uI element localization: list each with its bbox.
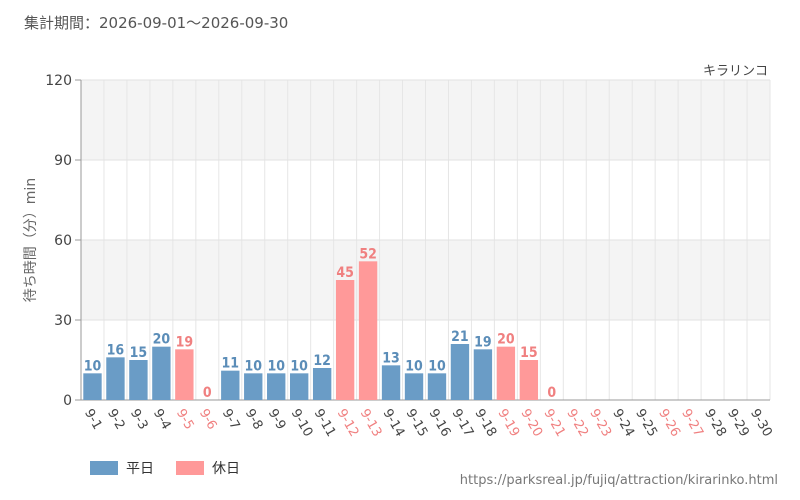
bar: [175, 349, 194, 400]
x-tick-label: 9-2: [104, 407, 128, 433]
bar-value-label: 12: [313, 353, 331, 369]
legend-swatch-holiday: [176, 461, 204, 475]
x-tick-label: 9-15: [403, 407, 431, 440]
bar-value-label: 15: [130, 345, 148, 361]
bar-value-label: 10: [290, 358, 308, 374]
bar: [473, 349, 493, 400]
legend-swatch-weekday: [90, 461, 118, 475]
bar-value-label: 20: [497, 332, 515, 348]
x-tick-label: 9-6: [196, 407, 220, 433]
bar: [289, 373, 309, 400]
x-tick-label: 9-16: [426, 407, 454, 440]
x-tick-label: 9-10: [288, 407, 316, 440]
x-tick-label: 9-28: [701, 407, 729, 440]
x-tick-label: 9-14: [380, 407, 408, 440]
x-tick-label: 9-29: [724, 407, 752, 440]
x-tick-label: 9-26: [655, 407, 683, 440]
x-tick-label: 9-9: [265, 407, 289, 433]
bar: [312, 368, 332, 400]
x-tick-label: 9-5: [173, 407, 197, 433]
bar-value-label: 0: [547, 385, 556, 401]
bar-value-label: 10: [84, 358, 102, 374]
bar: [358, 261, 378, 400]
y-tick-label: 30: [54, 313, 72, 329]
legend-item-weekday: 平日: [90, 458, 154, 478]
y-tick-label: 60: [54, 233, 72, 249]
bar: [152, 346, 171, 400]
y-tick-label: 0: [63, 393, 72, 409]
x-tick-label: 9-30: [747, 407, 775, 440]
source-url: https://parksreal.jp/fujiq/attraction/ki…: [459, 473, 778, 488]
x-tick-label: 9-24: [609, 407, 637, 440]
bar-value-label: 15: [520, 345, 538, 361]
bar: [335, 280, 355, 400]
chart-title: キラリンコ: [702, 64, 768, 79]
y-tick-label: 90: [54, 153, 72, 169]
bar-value-label: 16: [107, 342, 125, 358]
bar-value-label: 10: [267, 358, 285, 374]
bar-value-label: 19: [474, 334, 492, 350]
x-tick-label: 9-3: [127, 407, 151, 433]
x-tick-label: 9-20: [517, 407, 545, 440]
x-tick-label: 9-17: [448, 407, 476, 440]
bar: [244, 373, 263, 400]
bar-value-label: 13: [382, 350, 400, 366]
bar-value-label: 45: [336, 265, 354, 281]
bar-value-label: 19: [176, 334, 194, 350]
legend: 平日 休日: [90, 458, 240, 478]
bar: [450, 344, 470, 400]
x-tick-label: 9-19: [494, 407, 522, 440]
bar-value-label: 10: [405, 358, 423, 374]
x-tick-label: 9-25: [632, 407, 660, 440]
x-tick-label: 9-12: [334, 407, 362, 440]
bar: [519, 360, 539, 400]
legend-label-weekday: 平日: [126, 461, 154, 477]
bar: [129, 360, 148, 400]
bar: [381, 365, 401, 400]
x-tick-label: 9-18: [471, 407, 499, 440]
y-tick-label: 120: [45, 73, 72, 89]
x-tick-label: 9-22: [563, 407, 591, 440]
x-tick-label: 9-13: [357, 407, 385, 440]
bar-value-label: 10: [428, 358, 446, 374]
x-tick-label: 9-7: [219, 407, 243, 433]
legend-item-holiday: 休日: [176, 458, 240, 478]
bar: [221, 370, 240, 400]
bar-value-label: 52: [359, 246, 377, 262]
bar-value-label: 21: [451, 329, 469, 345]
bar: [427, 373, 447, 400]
legend-label-holiday: 休日: [212, 461, 240, 477]
x-tick-label: 9-1: [81, 407, 105, 433]
bar: [404, 373, 424, 400]
x-tick-label: 9-4: [150, 407, 174, 433]
bar-value-label: 20: [153, 332, 171, 348]
bar: [267, 373, 286, 400]
bar: [106, 357, 125, 400]
x-tick-label: 9-23: [586, 407, 614, 440]
bar: [496, 346, 516, 400]
bar-value-label: 0: [203, 385, 212, 401]
x-tick-label: 9-27: [678, 407, 706, 440]
bar: [83, 373, 102, 400]
period-label: 集計期間：2026-09-01～2026-09-30: [24, 14, 289, 32]
x-tick-label: 9-11: [311, 407, 339, 440]
bar-value-label: 11: [222, 356, 240, 372]
x-tick-label: 9-21: [540, 407, 568, 440]
bar-value-label: 10: [244, 358, 262, 374]
x-tick-label: 9-8: [242, 407, 266, 433]
